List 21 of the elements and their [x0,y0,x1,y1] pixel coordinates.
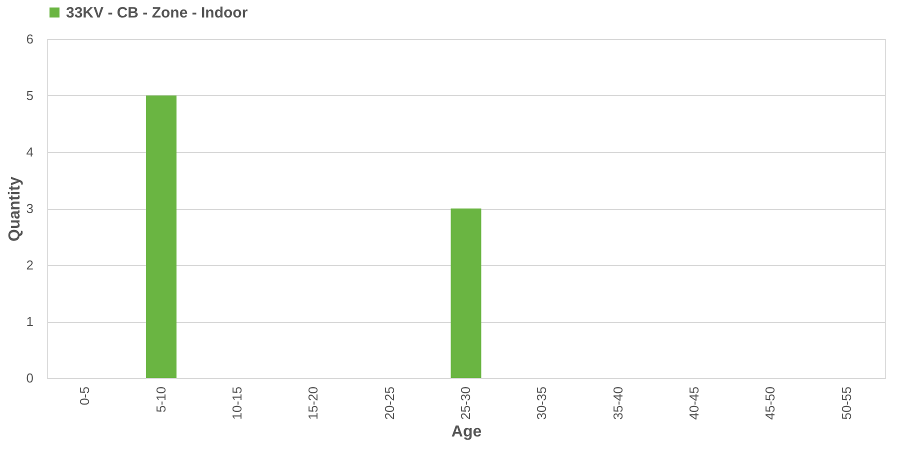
y-tick-label: 1 [26,314,34,329]
x-tick-label: 30-35 [534,386,550,420]
x-tick-label: 45-50 [762,386,778,420]
y-axis-title: Quantity [6,176,24,242]
x-tick-label: 5-10 [153,386,168,413]
legend-label: 33KV - CB - Zone - Indoor [66,4,248,22]
y-tick-label: 3 [26,201,34,216]
x-tick-label: 50-55 [838,386,854,420]
x-axis-title: Age [451,424,482,441]
x-tick-label: 15-20 [306,386,321,420]
x-tick-label: 25-30 [458,386,473,420]
y-tick-label: 2 [26,258,34,272]
x-tick-label: 10-15 [229,386,244,420]
x-tick-label: 35-40 [610,386,626,420]
y-tick-label: 6 [26,32,34,46]
x-tick-label: 20-25 [382,386,397,420]
x-tick-label: 40-45 [686,386,702,420]
y-tick-label: 5 [26,88,34,103]
x-tick-label: 0-5 [77,386,92,406]
y-tick-label: 0 [26,370,34,386]
y-tick-label: 4 [26,144,34,160]
